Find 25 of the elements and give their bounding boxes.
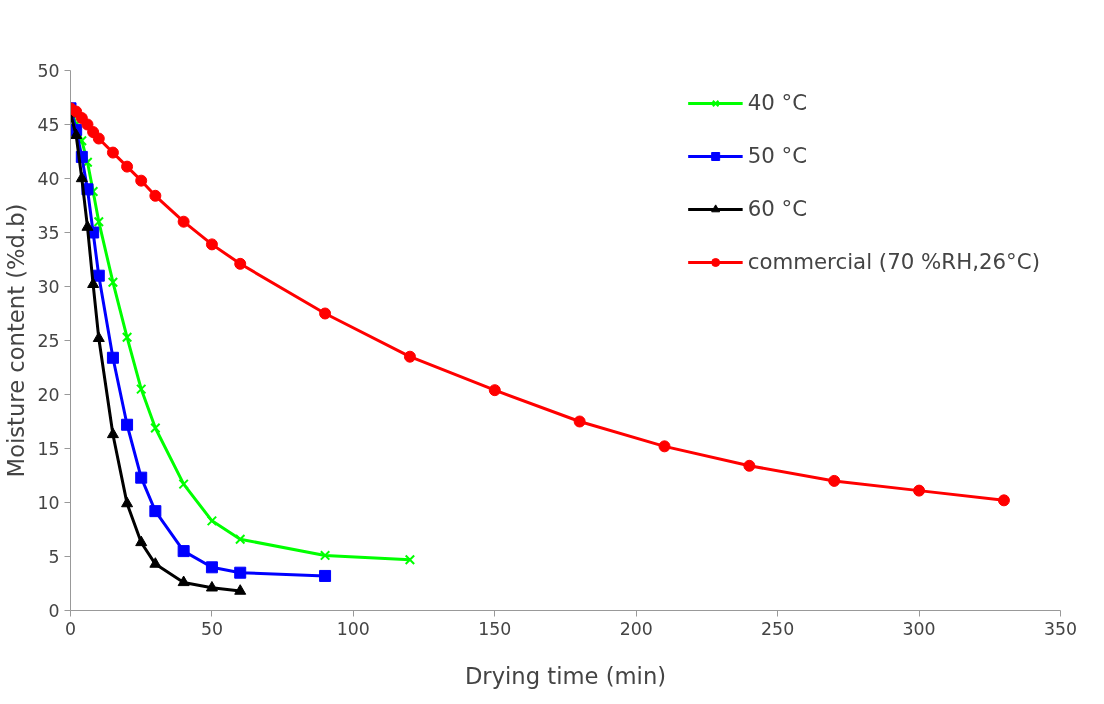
y-tick-label: 45 (37, 115, 60, 135)
x-tick-label: 300 (902, 618, 936, 639)
y-tick-label: 50 (37, 61, 60, 81)
y-tick-label: 0 (48, 601, 60, 621)
y-tick-label: 15 (37, 439, 60, 459)
y-axis-title: Moisture content (%d.b) (3, 203, 30, 478)
y-tick-label: 40 (37, 169, 60, 189)
x-axis-title: Drying time (min) (464, 662, 667, 689)
y-tick-label: 10 (37, 493, 60, 513)
x-tick-label: 150 (478, 618, 512, 639)
x-tick-label: 100 (336, 618, 370, 639)
x-tick-label: 0 (64, 618, 77, 639)
y-tick-label: 25 (37, 331, 60, 351)
x-tick-label: 250 (761, 618, 795, 639)
x-tick-label: 50 (200, 618, 223, 639)
legend-label: 40 °C (747, 90, 808, 115)
x-tick-label: 350 (1043, 618, 1078, 639)
y-tick-label: 5 (48, 547, 60, 567)
legend-label: commercial (70 %RH,26°C) (747, 249, 1040, 274)
legend-label: 50 °C (747, 143, 808, 168)
x-tick-label: 200 (619, 618, 653, 639)
y-tick-label: 20 (37, 385, 60, 405)
legend-label: 60 °C (747, 196, 808, 221)
y-tick-label: 35 (37, 223, 60, 243)
y-tick-label: 30 (37, 277, 60, 297)
